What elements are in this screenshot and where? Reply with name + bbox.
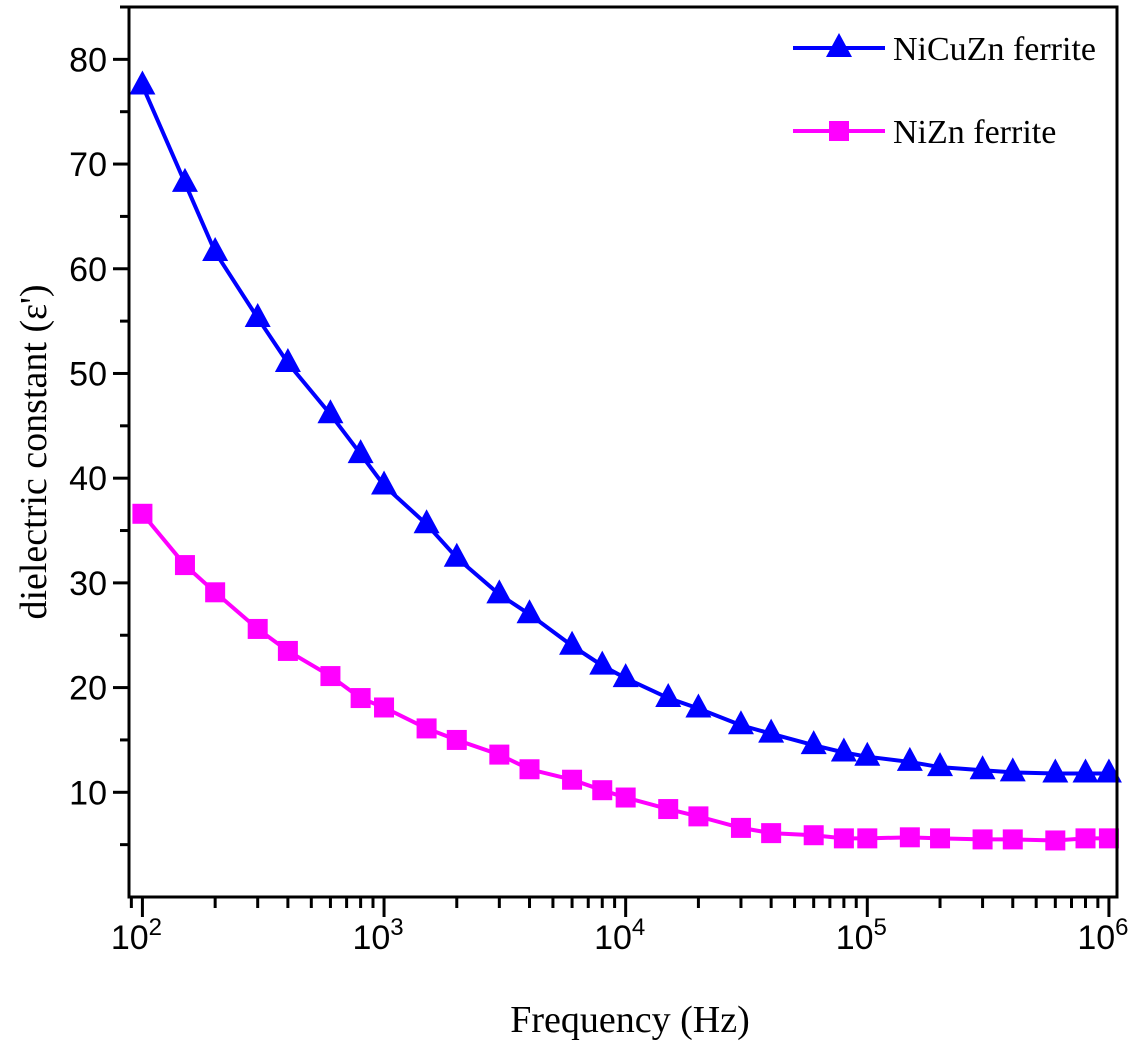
x-tick-label: 105 (836, 914, 887, 957)
square-marker (833, 828, 854, 849)
square-marker (972, 829, 993, 850)
square-marker (277, 640, 298, 661)
y-tick-label: 70 (69, 146, 107, 184)
triangle-marker (1072, 758, 1099, 783)
square-marker (1045, 830, 1066, 851)
x-tick-label: 104 (594, 914, 645, 957)
legend: NiCuZn ferrite NiZn ferrite (793, 31, 1096, 151)
x-tick-exponent: 6 (1115, 914, 1128, 941)
square-marker (761, 823, 782, 844)
triangle-marker (413, 509, 440, 534)
series-nizn-ferrite (132, 503, 1119, 851)
triangle-marker (758, 718, 785, 743)
y-tick-label: 20 (69, 670, 107, 708)
y-axis-label: dielectric constant (ε') (13, 284, 55, 619)
triangle-marker (896, 746, 923, 771)
square-marker (205, 582, 226, 603)
square-marker (446, 729, 467, 750)
square-marker (374, 697, 395, 718)
square-marker (1075, 828, 1096, 849)
triangle-marker (999, 757, 1026, 782)
y-tick-label: 10 (69, 774, 107, 812)
square-marker (489, 744, 510, 765)
triangle-marker (486, 579, 513, 604)
triangle-marker (244, 302, 271, 327)
square-marker (688, 806, 709, 827)
plot-frame (127, 5, 1119, 899)
triangle-marker (371, 470, 398, 495)
triangle-marker (800, 730, 827, 755)
x-tick-label: 103 (352, 914, 403, 957)
triangle-marker (1042, 758, 1069, 783)
x-tick-exponent: 3 (390, 914, 403, 941)
y-tick-label: 40 (69, 460, 107, 498)
triangle-marker (655, 683, 682, 708)
square-marker (562, 769, 583, 790)
square-marker (829, 121, 849, 141)
triangle-marker (347, 439, 374, 464)
triangle-marker (129, 70, 156, 95)
triangle-marker (516, 599, 543, 624)
triangle-marker (589, 650, 616, 675)
x-tick-label: 102 (111, 914, 162, 957)
y-tick-label: 60 (69, 251, 107, 289)
square-marker (803, 825, 824, 846)
y-tick-label: 80 (69, 41, 107, 79)
triangle-marker (727, 710, 754, 735)
x-tick-exponent: 4 (632, 914, 645, 941)
triangle-marker (1095, 758, 1122, 783)
legend-item: NiCuZn ferrite (793, 31, 1096, 68)
y-tick-label: 30 (69, 565, 107, 603)
x-tick-exponent: 5 (874, 914, 887, 941)
square-marker (519, 759, 540, 780)
square-marker (247, 618, 268, 639)
triangle-marker (559, 630, 586, 655)
y-tick-label: 50 (69, 355, 107, 393)
square-marker (857, 828, 878, 849)
triangle-marker (854, 741, 881, 766)
square-marker (350, 688, 371, 709)
square-marker (416, 718, 437, 739)
triangle-marker (317, 399, 344, 424)
square-marker (132, 503, 153, 524)
square-marker (1002, 829, 1023, 850)
square-marker (1098, 828, 1119, 849)
square-marker (899, 827, 920, 848)
triangle-marker (171, 167, 198, 192)
x-tick-exponent: 2 (149, 914, 162, 941)
series-nicuzn-ferrite (129, 70, 1122, 783)
triangle-marker (969, 755, 996, 780)
square-marker (320, 666, 341, 687)
square-marker (592, 780, 613, 801)
legend-item: NiZn ferrite (793, 114, 1056, 151)
x-tick-label: 106 (1077, 914, 1128, 957)
triangle-marker (830, 737, 857, 762)
triangle-marker (927, 752, 954, 777)
legend-label: NiCuZn ferrite (893, 31, 1096, 68)
triangle-marker (202, 237, 229, 262)
square-marker (730, 817, 751, 838)
triangle-marker (443, 542, 470, 567)
square-marker (615, 787, 636, 808)
triangle-marker (685, 693, 712, 718)
triangle-marker (612, 663, 639, 688)
triangle-marker (274, 348, 301, 372)
x-axis-label: Frequency (Hz) (510, 999, 750, 1041)
square-marker (174, 555, 195, 576)
square-marker (658, 799, 679, 820)
legend-label: NiZn ferrite (893, 114, 1056, 151)
square-marker (930, 828, 951, 849)
triangle-marker (826, 33, 852, 57)
